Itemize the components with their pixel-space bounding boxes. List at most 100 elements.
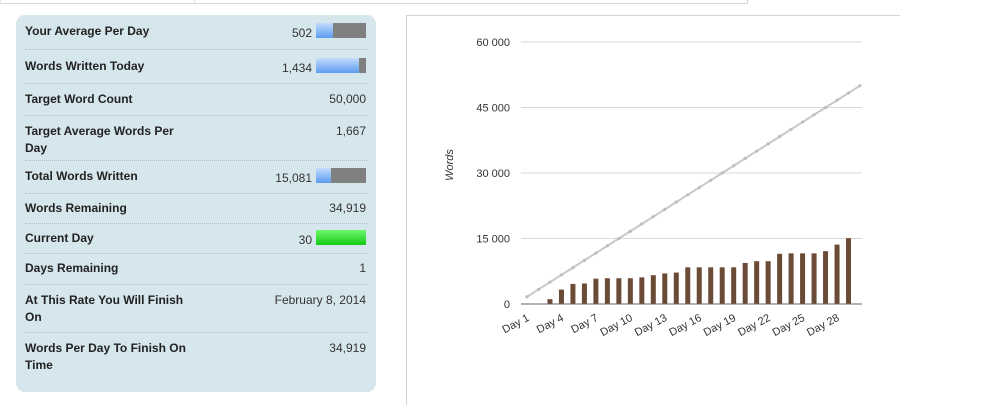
stat-row-total-words-written: Total Words Written 15,081 (25, 161, 367, 194)
target-point (743, 156, 747, 161)
target-point (800, 120, 805, 124)
bar-day-16 (696, 267, 702, 304)
target-point (686, 193, 690, 197)
target-point (697, 185, 701, 190)
progress-bar (316, 58, 366, 73)
target-point (536, 287, 541, 292)
stat-value: February 8, 2014 (274, 293, 366, 307)
target-point (778, 135, 782, 139)
stat-value: 1,434 (281, 61, 312, 75)
stat-row-target-average-words-per-day: Target Average Words Per Day 1,667 (25, 116, 367, 161)
stats-panel: Your Average Per Day 502 Words Written Tod… (16, 15, 376, 392)
target-point (628, 229, 632, 233)
bar-day-7 (593, 278, 599, 304)
bar-day-11 (639, 277, 645, 304)
target-point (720, 171, 724, 175)
bar-day-15 (685, 267, 691, 304)
y-tick-label: 45 000 (476, 103, 510, 115)
word-count-chart: 0 15 000 30 000 45 000 60 000 Words Day 1 Day 4… (444, 37, 862, 339)
x-tick-label: Day 22 (736, 312, 772, 339)
top-frame (0, 0, 748, 4)
x-tick-label: Day 13 (633, 312, 669, 339)
x-tick-label: Day 28 (805, 312, 841, 339)
x-tick-label: Day 19 (702, 312, 738, 339)
stat-label: Words Written Today (25, 59, 145, 73)
stat-value: 50,000 (329, 92, 366, 106)
bar-day-20 (742, 262, 748, 304)
progress-bar-fill (316, 23, 333, 38)
stat-value: 502 (291, 26, 312, 40)
x-tick-label: Day 25 (771, 312, 807, 339)
x-tick-label: Day 4 (535, 312, 566, 336)
bar-day-12 (650, 275, 656, 304)
stat-label: Total Words Written (25, 169, 138, 183)
target-point (594, 251, 598, 255)
stat-row-current-day: Current Day 30 (25, 224, 367, 254)
x-tick-label: Day 1 (500, 312, 531, 336)
bar-day-23 (777, 253, 783, 304)
stat-label: Target Average Words Per Day (25, 124, 174, 155)
stat-label: Days Remaining (25, 261, 119, 275)
stat-label: Your Average Per Day (25, 24, 150, 38)
target-point (766, 142, 770, 146)
target-point (605, 244, 609, 248)
x-tick-label: Day 16 (667, 312, 703, 339)
target-point (617, 236, 621, 241)
stat-row-words-remaining: Words Remaining 34,919 (25, 194, 367, 224)
stat-row-words-written-today: Words Written Today 1,434 (25, 50, 367, 84)
stat-label: Words Per Day To Finish On Time (25, 341, 186, 372)
target-point (835, 98, 839, 102)
stat-value: 15,081 (275, 171, 312, 185)
progress-bar-fill (316, 58, 359, 73)
bar-day-22 (765, 261, 771, 304)
progress-bar-fill (316, 168, 331, 183)
stat-label: Target Word Count (25, 92, 133, 106)
stat-row-target-word-count: Target Word Count 50,000 (25, 84, 367, 116)
target-point (755, 149, 759, 153)
target-point (823, 105, 828, 110)
bar-day-10 (627, 278, 633, 304)
y-tick-label: 60 000 (476, 37, 510, 49)
stat-label: At This Rate You Will Finish On (25, 293, 184, 324)
bar-day-27 (823, 251, 829, 304)
progress-bar (316, 230, 366, 245)
stat-row-days-remaining: Days Remaining 1 (25, 254, 367, 285)
x-tick-label: Day 7 (569, 312, 600, 336)
bar-day-29 (846, 238, 852, 304)
target-point (663, 207, 667, 211)
stat-value: 1,667 (335, 124, 366, 138)
bar-day-18 (719, 267, 725, 304)
bar-day-25 (800, 253, 806, 304)
bar-day-21 (754, 261, 760, 304)
bar-day-19 (731, 267, 737, 304)
top-frame-divider (194, 0, 195, 4)
bar-day-28 (834, 244, 840, 304)
bar-day-13 (662, 273, 668, 304)
target-point (548, 280, 552, 284)
bar-day-5 (570, 283, 576, 304)
bar-day-6 (581, 283, 587, 304)
stat-label: Current Day (25, 231, 94, 245)
target-point (651, 215, 655, 219)
bar-day-3 (547, 299, 553, 304)
target-point (559, 273, 564, 277)
target-line (526, 84, 861, 298)
chart-frame: 0 15 000 30 000 45 000 60 000 Words Day 1 Day 4… (406, 15, 900, 405)
target-point (846, 91, 851, 95)
bar-day-17 (708, 267, 714, 304)
target-point (732, 164, 736, 168)
target-point (709, 178, 713, 182)
bar-day-26 (811, 253, 817, 304)
stat-value: 34,919 (329, 341, 366, 355)
target-point (582, 258, 587, 262)
progress-bar (316, 168, 366, 183)
stat-value: 34,919 (329, 201, 366, 215)
target-point (789, 127, 793, 131)
progress-bar (316, 23, 366, 38)
target-point (674, 200, 678, 204)
bar-day-14 (673, 272, 679, 304)
target-point (858, 84, 862, 88)
y-tick-label: 15 000 (476, 234, 510, 246)
x-tick-label: Day 10 (598, 312, 634, 339)
stat-row-at-this-rate-you-will-finish-on: At This Rate You Will Finish On February … (25, 285, 367, 333)
